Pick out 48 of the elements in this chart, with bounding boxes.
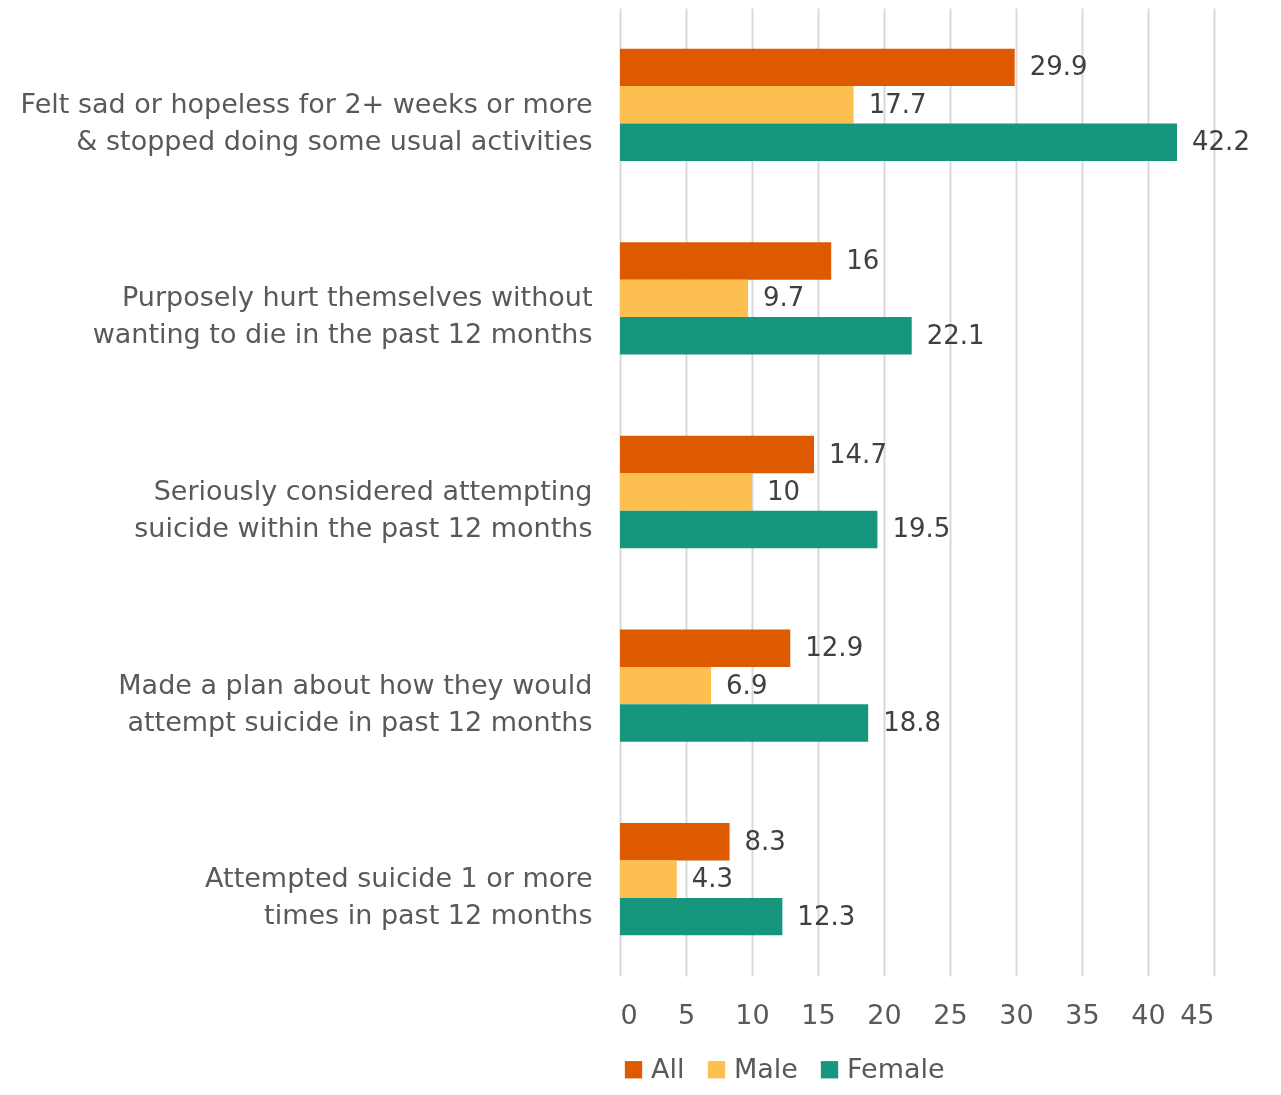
legend-label: All <box>651 1052 685 1084</box>
bar <box>620 704 869 742</box>
data-label: 12.9 <box>805 632 864 663</box>
data-label: 22.1 <box>926 319 985 350</box>
y-tick-label: Felt sad or hopeless for 2+ weeks or more & stopped doing some usual activities <box>20 87 593 156</box>
x-tick-label: 5 <box>677 998 696 1030</box>
bar <box>620 86 854 124</box>
bar <box>620 48 1015 87</box>
bar <box>620 897 783 936</box>
bar <box>620 279 749 318</box>
x-tick-label: 25 <box>933 998 968 1030</box>
bar <box>620 317 912 355</box>
x-tick-label: 40 <box>1131 998 1166 1030</box>
data-label: 29.9 <box>1029 51 1088 82</box>
data-label: 10 <box>767 476 801 506</box>
data-label: 42.2 <box>1192 126 1250 157</box>
data-label: 17.7 <box>868 88 927 119</box>
data-label: 19.5 <box>892 513 951 544</box>
bar <box>620 666 712 705</box>
bar <box>620 510 878 549</box>
legend-label: Male <box>734 1052 798 1084</box>
legend-label: Female <box>847 1052 945 1084</box>
bar <box>620 123 1178 161</box>
y-tick-label: Made a plan about how they would attempt suicide in past 12 months <box>118 668 593 737</box>
data-label: 18.8 <box>883 707 942 738</box>
data-label: 9.7 <box>763 282 805 313</box>
y-tick-label: Purposely hurt themselves without wanting to die in the past 12 months <box>92 281 593 350</box>
data-label: 4.3 <box>691 863 734 894</box>
x-tick-label: 45 <box>1180 998 1215 1030</box>
bar <box>620 629 791 667</box>
bar <box>620 860 677 898</box>
data-label: 14.7 <box>829 438 887 469</box>
bar <box>620 242 832 280</box>
x-tick-label: 30 <box>999 998 1034 1030</box>
x-tick-label: 35 <box>1065 998 1100 1030</box>
y-tick-label: Seriously considered attempting suicide within the past 12 months <box>134 475 593 543</box>
bar <box>620 435 815 474</box>
bar <box>620 473 752 511</box>
x-tick-label: 20 <box>867 998 902 1030</box>
data-label: 6.9 <box>726 669 768 700</box>
data-label: 12.3 <box>797 900 856 931</box>
bar <box>620 823 730 861</box>
data-label: 16 <box>846 244 880 275</box>
x-tick-label: 15 <box>801 998 836 1030</box>
data-label: 8.3 <box>744 825 786 856</box>
y-tick-label: Attempted suicide 1 or more times in past 12 months <box>205 862 593 931</box>
x-tick-label: 0 <box>620 998 638 1030</box>
x-tick-label: 10 <box>735 998 770 1030</box>
